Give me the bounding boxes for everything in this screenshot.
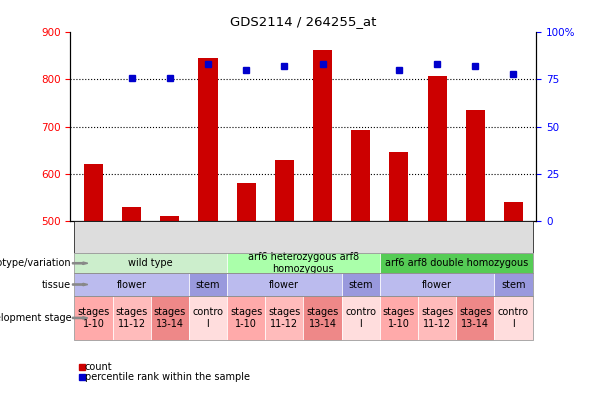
Bar xyxy=(199,58,218,221)
Text: stages
13-14: stages 13-14 xyxy=(154,307,186,329)
Text: arf6 heterozygous arf8
homozygous: arf6 heterozygous arf8 homozygous xyxy=(248,252,359,274)
Text: stages
1-10: stages 1-10 xyxy=(77,307,110,329)
Text: development stage: development stage xyxy=(0,313,71,323)
Text: stages
1-10: stages 1-10 xyxy=(383,307,415,329)
Text: contro
l: contro l xyxy=(192,307,224,329)
Text: stages
11-12: stages 11-12 xyxy=(115,307,148,329)
Bar xyxy=(84,164,103,221)
Text: percentile rank within the sample: percentile rank within the sample xyxy=(85,372,249,382)
Text: count: count xyxy=(85,362,112,372)
Text: stem: stem xyxy=(196,279,220,290)
Text: stages
11-12: stages 11-12 xyxy=(421,307,453,329)
Text: stages
1-10: stages 1-10 xyxy=(230,307,262,329)
Text: flower: flower xyxy=(422,279,452,290)
Bar xyxy=(351,130,370,221)
Text: wild type: wild type xyxy=(128,258,173,268)
Text: contro
l: contro l xyxy=(345,307,376,329)
Text: contro
l: contro l xyxy=(498,307,529,329)
Bar xyxy=(427,76,447,221)
Title: GDS2114 / 264255_at: GDS2114 / 264255_at xyxy=(230,15,376,28)
Text: genotype/variation: genotype/variation xyxy=(0,258,71,268)
Text: arf6 arf8 double homozygous: arf6 arf8 double homozygous xyxy=(384,258,528,268)
Bar xyxy=(122,207,141,221)
Bar xyxy=(275,160,294,221)
Bar xyxy=(504,202,523,221)
Text: stages
11-12: stages 11-12 xyxy=(268,307,300,329)
Bar xyxy=(313,50,332,221)
Bar xyxy=(389,152,408,221)
Text: flower: flower xyxy=(269,279,299,290)
Text: stem: stem xyxy=(501,279,526,290)
Text: stem: stem xyxy=(348,279,373,290)
Text: stages
13-14: stages 13-14 xyxy=(459,307,492,329)
Bar xyxy=(237,183,256,221)
Bar xyxy=(466,110,485,221)
Text: stages
13-14: stages 13-14 xyxy=(306,307,338,329)
Bar xyxy=(160,216,180,221)
Text: flower: flower xyxy=(116,279,147,290)
Text: tissue: tissue xyxy=(42,279,71,290)
